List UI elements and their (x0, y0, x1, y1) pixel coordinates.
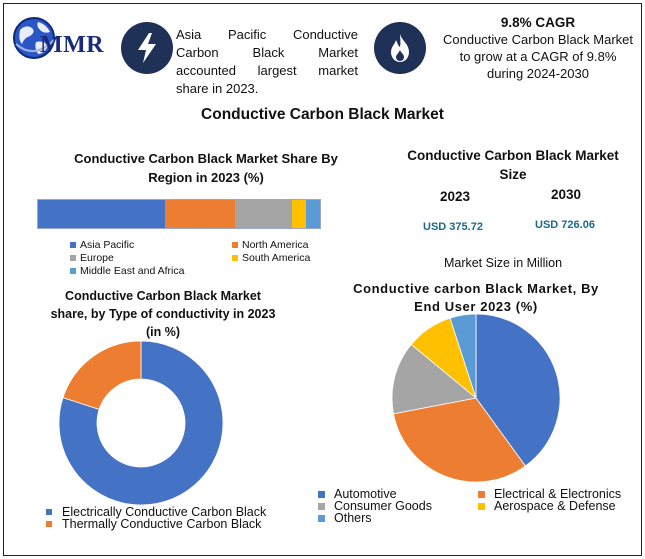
headline-text: Asia Pacific Conductive Carbon Black Mar… (176, 27, 358, 96)
region-legend: Asia Pacific North America Europe South Ame… (70, 239, 340, 277)
market-size-title: Conductive Carbon Black Market Size (407, 148, 619, 182)
region-legend-item-north-america: North America (232, 239, 342, 251)
market-size-unit-note: Market Size in Million (443, 256, 563, 270)
enduser-legend: Automotive Electrical & Electronics Consum… (318, 488, 630, 524)
enduser-slice-electrical-electronics (393, 397, 526, 483)
region-bar-segment-middle-east-and-africa (305, 200, 320, 228)
enduser-legend-item-electrical-electronics: Electrical & Electronics (478, 488, 628, 500)
legend-label: Aerospace & Defense (494, 499, 616, 513)
region-stacked-bar (37, 199, 321, 229)
conductivity-slice-thermally-conductive-carbon-black (62, 340, 142, 410)
conductivity-legend-item-electrically-conductive-carbon-black: Electrically Conductive Carbon Black (46, 506, 266, 518)
legend-swatch (318, 514, 325, 522)
enduser-legend-item-consumer-goods: Consumer Goods (318, 500, 478, 512)
region-legend-item-asia-pacific: Asia Pacific (70, 239, 232, 251)
legend-label: Asia Pacific (80, 239, 135, 251)
conductivity-donut-chart (58, 340, 224, 506)
enduser-legend-item-aerospace-defense: Aerospace & Defense (478, 500, 628, 512)
value-2023: USD 375.72 (423, 221, 483, 233)
year-2023-label: 2023 (439, 189, 471, 204)
enduser-pie-chart (391, 313, 561, 483)
legend-label: Automotive (334, 487, 397, 501)
legend-swatch (232, 242, 238, 248)
region-bar-segment-south-america (291, 200, 306, 228)
cagr-title: 9.8% CAGR (500, 15, 576, 30)
enduser-slice-automotive (475, 313, 561, 467)
region-bar-segment-europe (235, 200, 292, 228)
legend-label: Electrically Conductive Carbon Black (62, 505, 267, 519)
legend-swatch (70, 242, 76, 248)
conductivity-slice-electrically-conductive-carbon-black (58, 340, 224, 506)
legend-label: Others (334, 511, 372, 525)
legend-swatch (318, 502, 325, 510)
legend-swatch (46, 509, 52, 515)
region-bar-segment-north-america (164, 200, 236, 228)
conductivity-legend-item-thermally-conductive-carbon-black: Thermally Conductive Carbon Black (46, 518, 266, 530)
region-legend-item-middle-east-and-africa: Middle East and Africa (70, 265, 232, 277)
region-legend-item-europe: Europe (70, 252, 232, 264)
legend-swatch (232, 255, 238, 261)
conductivity-legend: Electrically Conductive Carbon Black Ther… (46, 506, 266, 530)
legend-label: Consumer Goods (334, 499, 432, 513)
lightning-bolt-icon (121, 22, 173, 74)
legend-label: Europe (80, 252, 114, 264)
legend-label: South America (242, 252, 311, 264)
cagr-text: Conductive Carbon Black Market to grow a… (442, 32, 634, 81)
cagr-box: 9.8% CAGR Conductive Carbon Black Market… (440, 14, 636, 82)
legend-swatch (70, 268, 76, 274)
enduser-slice-others (449, 313, 477, 399)
conductivity-chart-title: Conductive Carbon Black Market share, by… (50, 289, 276, 339)
legend-label: North America (242, 239, 309, 251)
legend-label: Electrical & Electronics (494, 487, 622, 501)
logo-text: MMR (40, 32, 105, 58)
legend-swatch (478, 490, 485, 498)
enduser-legend-item-automotive: Automotive (318, 488, 478, 500)
enduser-chart-title: Conductive carbon Black Market, By End U… (353, 281, 599, 314)
region-legend-item-south-america: South America (232, 252, 342, 264)
enduser-legend-item-others: Others (318, 512, 478, 524)
legend-swatch (318, 490, 325, 498)
legend-swatch (478, 502, 485, 510)
globe-logo-icon (13, 17, 55, 59)
legend-label: Thermally Conductive Carbon Black (62, 517, 262, 531)
legend-swatch (70, 255, 76, 261)
legend-label: Middle East and Africa (80, 265, 185, 277)
year-2030-label: 2030 (550, 187, 582, 202)
enduser-slice-consumer-goods (391, 343, 477, 415)
value-2030: USD 726.06 (535, 219, 595, 231)
main-title: Conductive Carbon Black Market (201, 106, 444, 123)
flame-icon (374, 22, 426, 74)
region-chart-title: Conductive Carbon Black Market Share By … (74, 151, 338, 185)
region-bar-segment-asia-pacific (38, 200, 165, 228)
company-logo: MMR (12, 14, 112, 70)
legend-swatch (46, 521, 52, 527)
